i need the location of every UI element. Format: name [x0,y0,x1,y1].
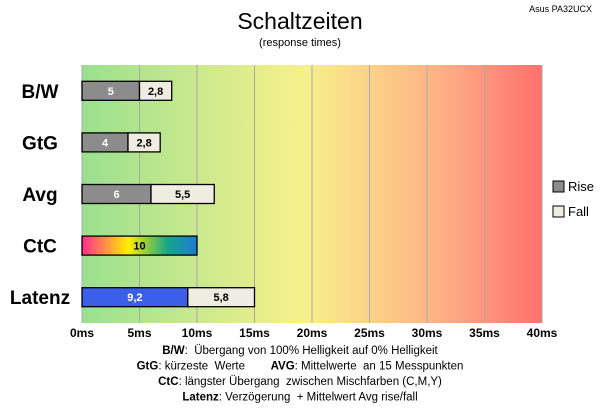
bar-label-rise: 10 [133,241,145,253]
bar-label-rise: 4 [102,137,109,149]
note-segment: AVG [271,361,295,373]
x-tick-label: 40ms [527,326,558,340]
notes: B/W: Übergang von 100% Helligkeit auf 0%… [137,345,464,404]
legend-swatch-fall [552,205,565,218]
x-tick-label: 5ms [127,326,151,340]
x-tick-label: 30ms [412,326,443,340]
x-tick-label: 10ms [182,326,213,340]
note-segment: GtG [137,361,159,373]
legend-swatch-rise [552,180,565,193]
bar-label-rise: 5 [108,86,114,98]
x-tick-label: 20ms [297,326,328,340]
bar-fall [127,132,161,153]
corner-label: Asus PA32UCX [529,4,592,14]
bar-label-rise: 9,2 [127,292,142,304]
legend: Rise Fall [552,179,594,219]
x-tick-labels: 0ms 5ms 10ms 15ms 20ms 25ms 30ms 35ms 40ms [70,326,558,340]
x-tick-label: 35ms [469,326,500,340]
category-label: B/W [22,82,59,103]
note-segment: : Mittelwerte an 15 Messpunkten [295,361,464,373]
note-segment: : längster Übergang zwischen Mischfarben… [179,376,442,388]
bar-label-fall: 2,8 [148,86,163,98]
note-segment: Latenz [182,392,219,404]
category-label: GtG [22,133,58,154]
bar-label-rise: 6 [113,189,119,201]
legend-label-rise: Rise [568,179,594,194]
note-line: B/W: Übergang von 100% Helligkeit auf 0%… [162,345,438,357]
bar-label-fall: 2,8 [136,137,151,149]
note-line: CtC: längster Übergang zwischen Mischfar… [158,376,442,388]
note-segment: : Verzögerung + Mittelwert Avg rise/fall [219,392,418,404]
x-tick-label: 15ms [239,326,270,340]
category-labels: B/W GtG Avg CtC Latenz [10,82,70,309]
category-label: CtC [23,237,57,258]
category-label: Latenz [10,288,70,309]
bars: 5 2,8 4 2,8 6 5,5 10 9,2 5,8 [81,80,256,308]
bar-fall [187,287,256,308]
bar-fall [138,80,173,101]
chart-subtitle: (response times) [259,37,341,49]
bar-label-fall: 5,8 [214,292,229,304]
chart-title: Schaltzeiten [237,8,362,34]
x-tick-label: 0ms [70,326,94,340]
note-segment: B/W [162,345,185,357]
bar-rise [81,235,198,256]
bar-label-fall: 5,5 [175,189,190,201]
note-segment: CtC [158,376,178,388]
x-tick-label: 25ms [354,326,385,340]
note-segment: : Übergang von 100% Helligkeit auf 0% He… [185,345,439,357]
note-line: GtG: kürzeste Werte AVG: Mittelwerte an … [137,361,464,373]
note-segment: : kürzeste Werte [158,361,270,373]
category-label: Avg [22,185,57,206]
bar-fall [150,183,215,205]
note-line: Latenz: Verzögerung + Mittelwert Avg ris… [182,392,417,404]
legend-label-fall: Fall [568,204,589,219]
